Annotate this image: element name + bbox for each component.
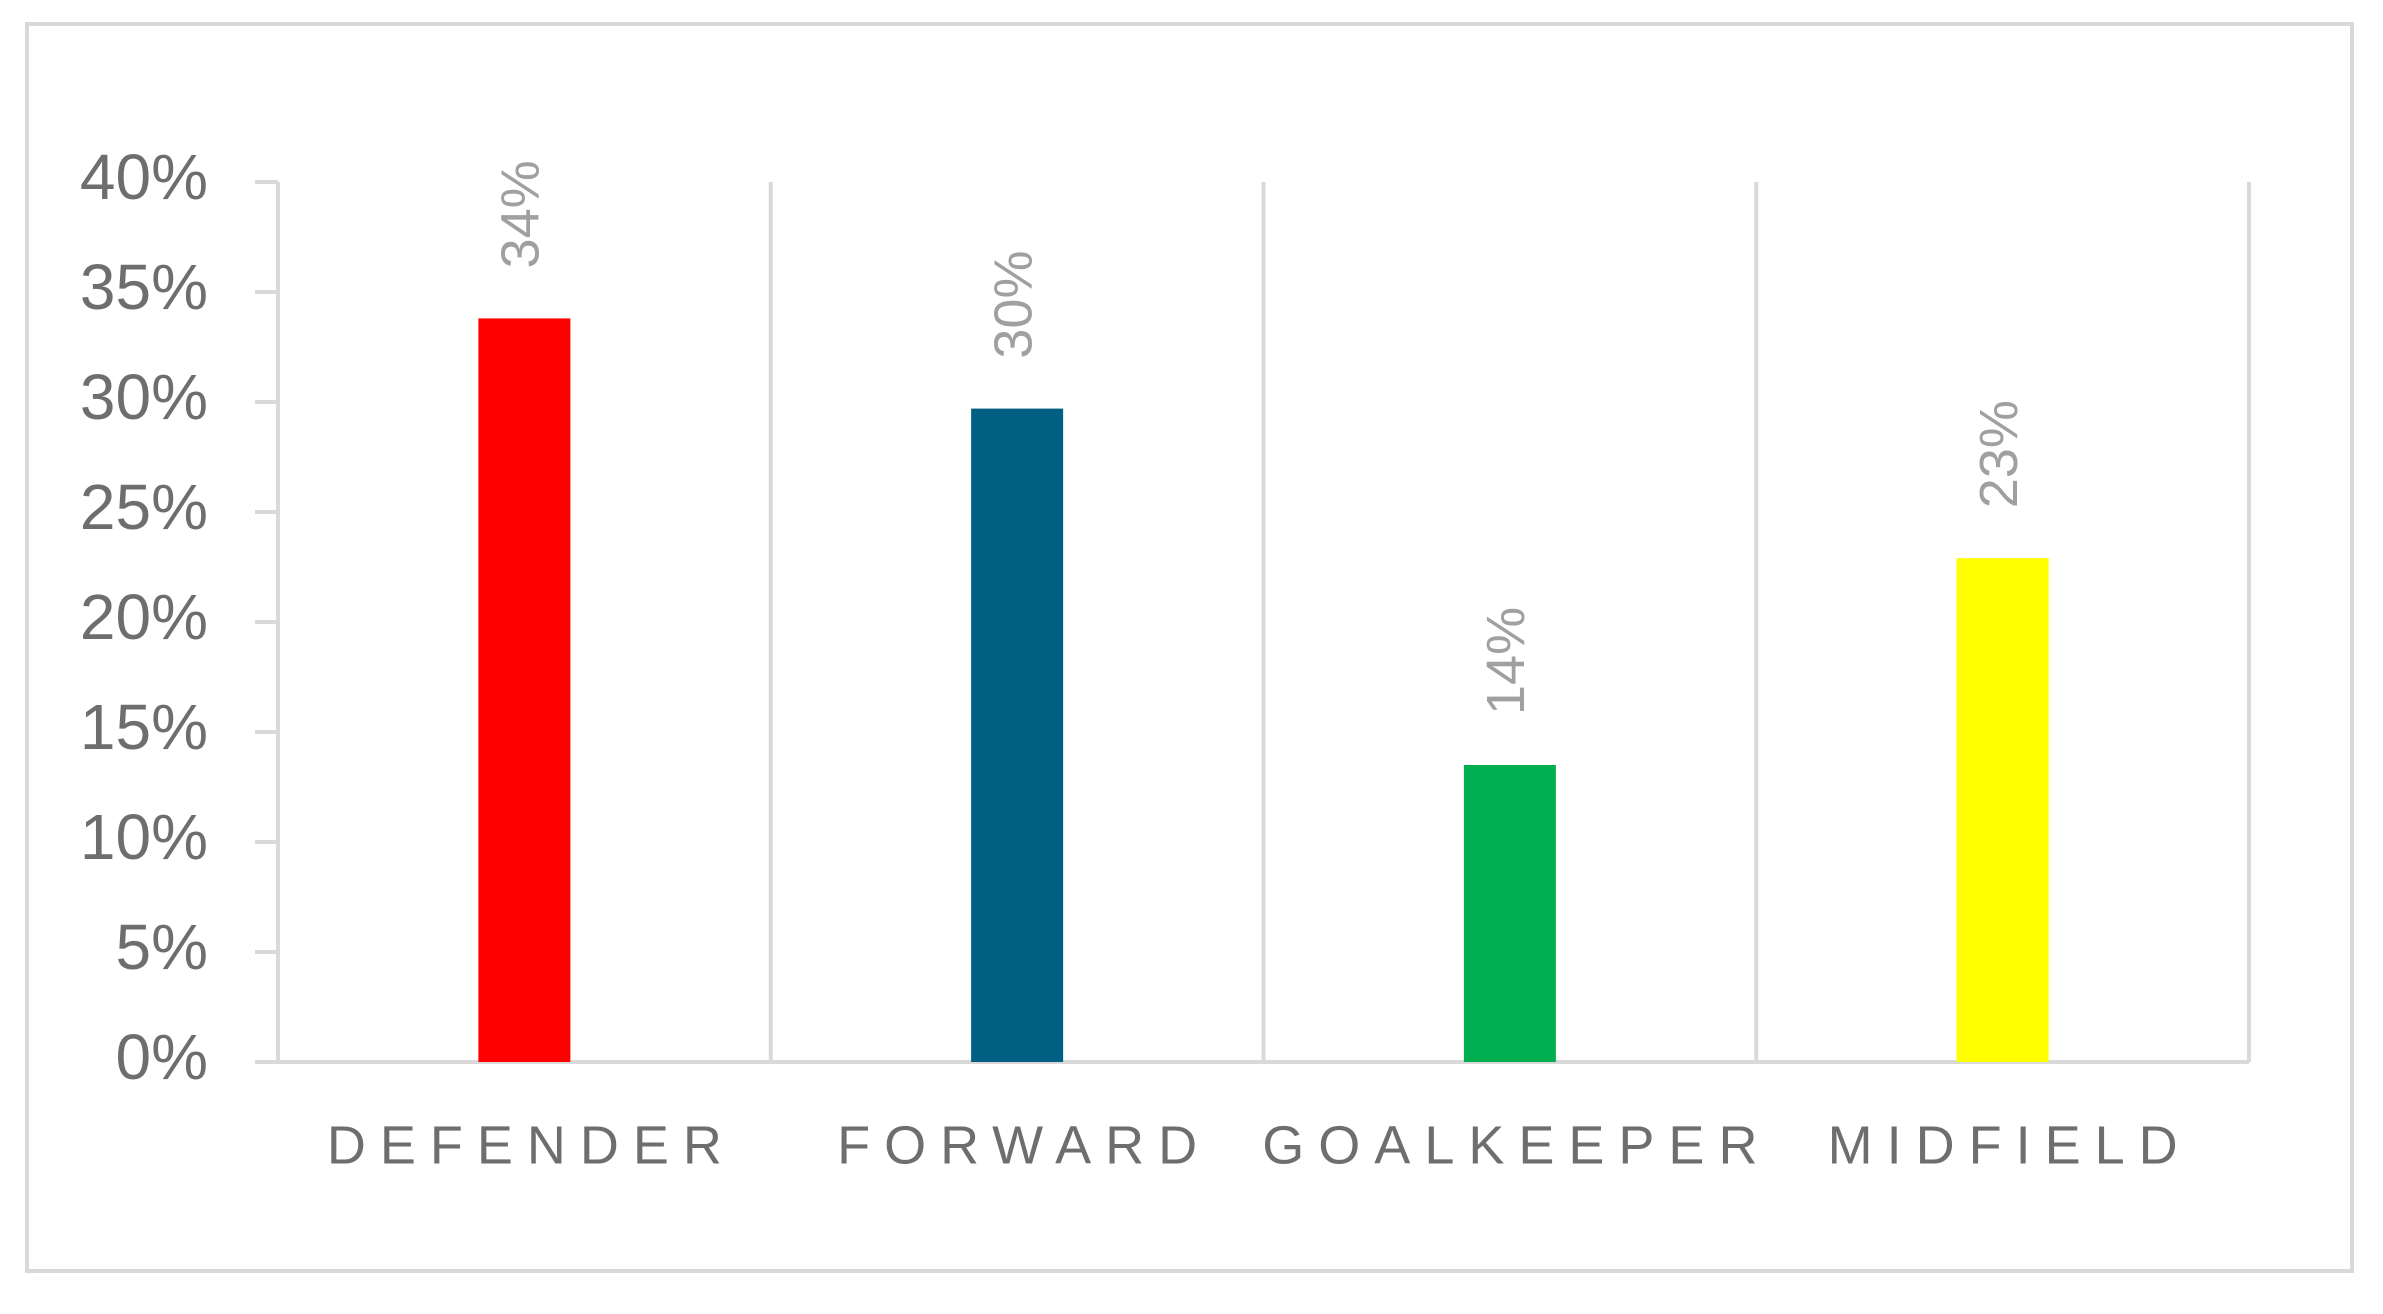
y-tick-label: 5% xyxy=(116,911,209,983)
y-tick-label: 40% xyxy=(80,141,208,213)
x-tick-label: GOALKEEPER xyxy=(1262,1115,1771,1175)
bar xyxy=(478,318,571,1062)
y-tick-label: 15% xyxy=(80,691,208,763)
bar xyxy=(971,408,1064,1063)
y-tick-label: 20% xyxy=(80,581,208,653)
y-tick-label: 25% xyxy=(80,471,208,543)
data-label: 23% xyxy=(1969,400,2029,508)
y-tick-label: 10% xyxy=(80,801,208,873)
bar xyxy=(1463,765,1556,1062)
x-tick-label: FORWARD xyxy=(837,1115,1211,1175)
y-tick-label: 30% xyxy=(80,361,208,433)
data-label: 34% xyxy=(491,160,551,268)
x-tick-label: DEFENDER xyxy=(327,1115,736,1175)
data-label: 14% xyxy=(1476,607,1536,715)
y-tick-label: 35% xyxy=(80,251,208,323)
y-tick-label: 0% xyxy=(116,1021,209,1093)
bar xyxy=(1956,558,2049,1062)
data-label: 30% xyxy=(983,251,1043,359)
x-tick-label: MIDFIELD xyxy=(1828,1115,2192,1175)
